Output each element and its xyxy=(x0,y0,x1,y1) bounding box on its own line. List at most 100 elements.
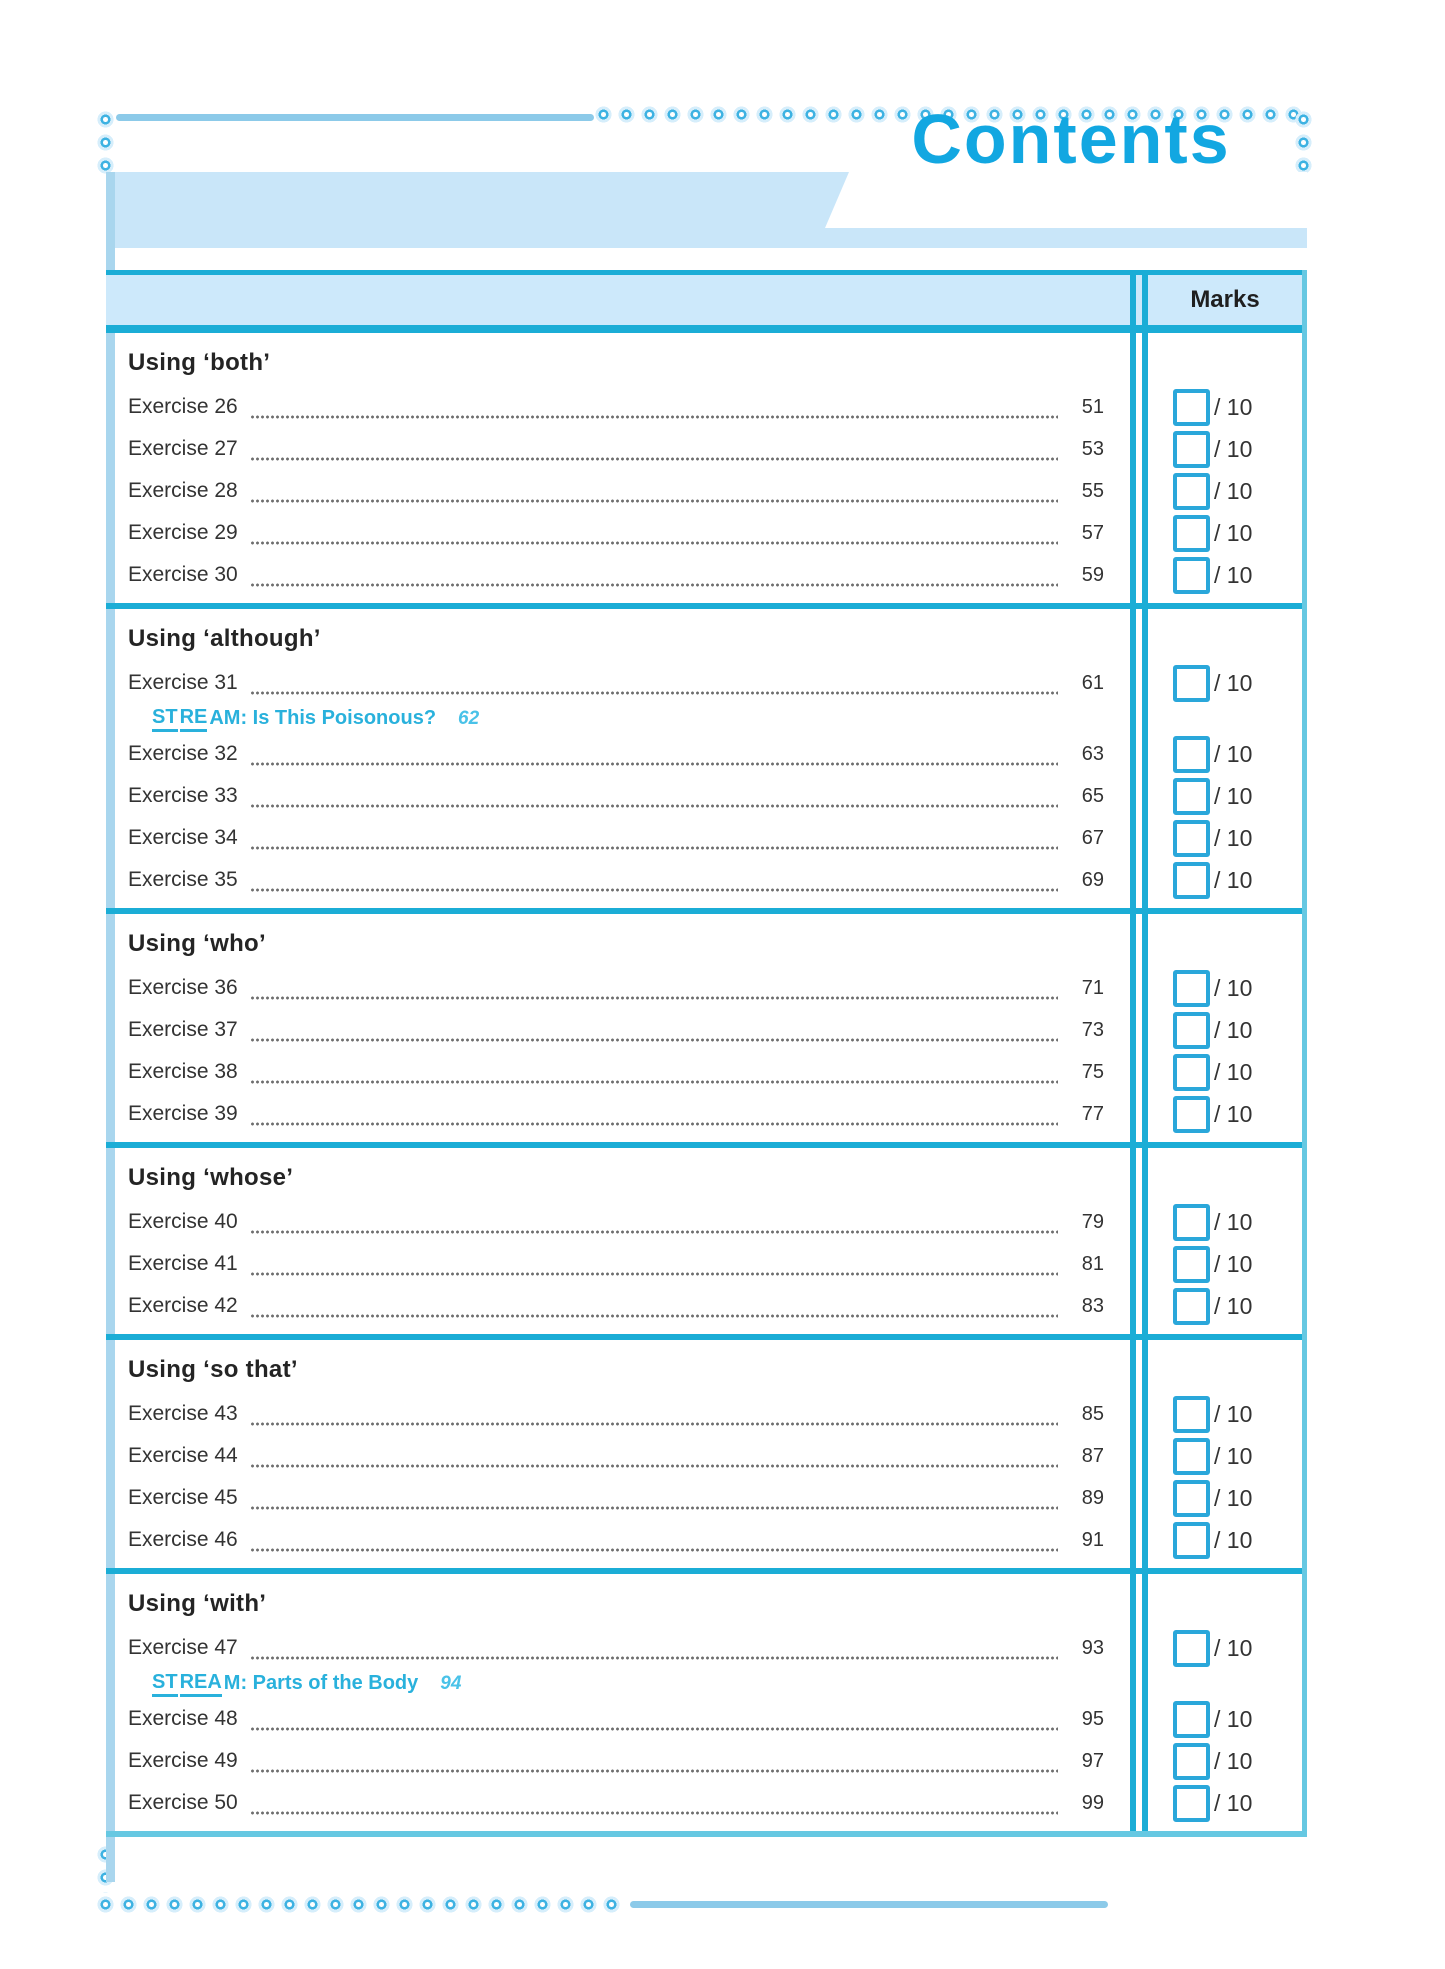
marks-checkbox[interactable] xyxy=(1173,1245,1210,1283)
heading-row: Using ‘although’ xyxy=(128,616,1104,662)
marks-checkbox[interactable] xyxy=(1173,777,1210,815)
marks-out-of: / 10 xyxy=(1214,866,1253,893)
marks-checkbox[interactable] xyxy=(1173,1053,1210,1091)
exercise-label: Exercise 36 xyxy=(128,976,238,999)
page-number: 73 xyxy=(1081,1018,1104,1041)
marks-checkbox[interactable] xyxy=(1173,1521,1210,1559)
marks-checkbox[interactable] xyxy=(1173,1742,1210,1780)
marks-checkbox[interactable] xyxy=(1173,1437,1210,1475)
dotted-leader xyxy=(249,996,1058,1000)
marks-row: / 10 xyxy=(1173,733,1302,775)
page-number: 89 xyxy=(1081,1486,1104,1509)
exercise-row: Exercise 39 77 xyxy=(128,1093,1104,1135)
marks-checkbox[interactable] xyxy=(1173,514,1210,552)
exercise-row: Exercise 26 51 xyxy=(128,386,1104,428)
toc-section: Using ‘so that’ Exercise 43 85 Exercise 44 8… xyxy=(106,1334,1302,1568)
marks-out-of: / 10 xyxy=(1214,1747,1253,1774)
page-number: 79 xyxy=(1081,1210,1104,1233)
heading-spacer-row xyxy=(1173,1347,1302,1393)
marks-checkbox[interactable] xyxy=(1173,861,1210,899)
exercise-label: Exercise 31 xyxy=(128,671,238,694)
exercise-label: Exercise 27 xyxy=(128,437,238,460)
exercise-label: Exercise 39 xyxy=(128,1102,238,1125)
exercise-row: Exercise 40 79 xyxy=(128,1201,1104,1243)
marks-out-of: / 10 xyxy=(1214,1400,1253,1427)
section-heading: Using ‘so that’ xyxy=(128,1356,298,1383)
marks-column-header: Marks xyxy=(1190,286,1260,313)
marks-row: / 10 xyxy=(1173,1519,1302,1561)
marks-checkbox[interactable] xyxy=(1173,819,1210,857)
marks-out-of: / 10 xyxy=(1214,1442,1253,1469)
toc-section: Using ‘both’ Exercise 26 51 Exercise 27 53 Ex… xyxy=(106,333,1302,603)
marks-out-of: / 10 xyxy=(1214,740,1253,767)
contents-table: Marks Using ‘both’ Exercise 26 51 Exercise … xyxy=(106,270,1307,1837)
section-heading: Using ‘whose’ xyxy=(128,1164,294,1191)
exercise-label: Exercise 26 xyxy=(128,395,238,418)
page-number: 51 xyxy=(1081,395,1104,418)
exercise-row: Exercise 46 91 xyxy=(128,1519,1104,1561)
page-number: 85 xyxy=(1081,1402,1104,1425)
stream-page-number: 94 xyxy=(440,1672,462,1694)
marks-out-of: / 10 xyxy=(1214,1016,1253,1043)
section-heading: Using ‘although’ xyxy=(128,625,321,652)
header-main-cell xyxy=(106,275,1130,325)
page-number: 69 xyxy=(1081,868,1104,891)
page-number: 81 xyxy=(1081,1252,1104,1275)
dotted-leader xyxy=(249,1548,1058,1552)
exercise-row: Exercise 38 75 xyxy=(128,1051,1104,1093)
page-title: Contents xyxy=(911,100,1231,178)
section-marks-cell: / 10 / 10 / 10 xyxy=(1148,1148,1302,1334)
marks-checkbox[interactable] xyxy=(1173,1395,1210,1433)
exercise-label: Exercise 38 xyxy=(128,1060,238,1083)
heading-spacer-row xyxy=(1173,340,1302,386)
marks-checkbox[interactable] xyxy=(1173,1784,1210,1822)
marks-checkbox[interactable] xyxy=(1173,556,1210,594)
heading-row: Using ‘whose’ xyxy=(128,1155,1104,1201)
marks-checkbox[interactable] xyxy=(1173,388,1210,426)
section-marks-cell: / 10 / 10 / 10 / 10 xyxy=(1148,914,1302,1142)
top-border-dots xyxy=(592,103,1305,126)
title-banner xyxy=(115,172,1307,248)
marks-checkbox[interactable] xyxy=(1173,969,1210,1007)
marks-checkbox[interactable] xyxy=(1173,1203,1210,1241)
dotted-leader xyxy=(249,1314,1058,1318)
exercise-row: Exercise 27 53 xyxy=(128,428,1104,470)
marks-checkbox[interactable] xyxy=(1173,430,1210,468)
page-number: 77 xyxy=(1081,1102,1104,1125)
marks-row: / 10 xyxy=(1173,859,1302,901)
marks-checkbox[interactable] xyxy=(1173,1479,1210,1517)
marks-checkbox[interactable] xyxy=(1173,1287,1210,1325)
dotted-leader xyxy=(249,1506,1058,1510)
bottom-border-dots xyxy=(94,1893,623,1916)
dotted-leader xyxy=(249,1811,1058,1815)
column-gap xyxy=(1130,1148,1148,1334)
exercise-row: Exercise 37 73 xyxy=(128,1009,1104,1051)
dotted-leader xyxy=(249,691,1058,695)
page-number: 53 xyxy=(1081,437,1104,460)
table-header-row: Marks xyxy=(106,270,1302,333)
marks-checkbox[interactable] xyxy=(1173,1095,1210,1133)
exercise-row: Exercise 31 61 xyxy=(128,662,1104,704)
marks-checkbox[interactable] xyxy=(1173,1011,1210,1049)
marks-out-of: / 10 xyxy=(1214,1292,1253,1319)
marks-row: / 10 xyxy=(1173,817,1302,859)
exercise-row: Exercise 30 59 xyxy=(128,554,1104,596)
page-number: 65 xyxy=(1081,784,1104,807)
heading-row: Using ‘so that’ xyxy=(128,1347,1104,1393)
page-number: 59 xyxy=(1081,563,1104,586)
page-number: 63 xyxy=(1081,742,1104,765)
marks-checkbox[interactable] xyxy=(1173,664,1210,702)
dotted-leader xyxy=(249,888,1058,892)
marks-checkbox[interactable] xyxy=(1173,1629,1210,1667)
marks-checkbox[interactable] xyxy=(1173,1700,1210,1738)
marks-checkbox[interactable] xyxy=(1173,472,1210,510)
heading-row: Using ‘both’ xyxy=(128,340,1104,386)
top-border-line xyxy=(116,114,594,121)
marks-row: / 10 xyxy=(1173,662,1302,704)
marks-checkbox[interactable] xyxy=(1173,735,1210,773)
top-left-corner-dots xyxy=(94,108,117,178)
dotted-leader xyxy=(249,804,1058,808)
stream-spacer-row xyxy=(1173,1669,1302,1698)
exercise-label: Exercise 46 xyxy=(128,1528,238,1551)
marks-row: / 10 xyxy=(1173,512,1302,554)
